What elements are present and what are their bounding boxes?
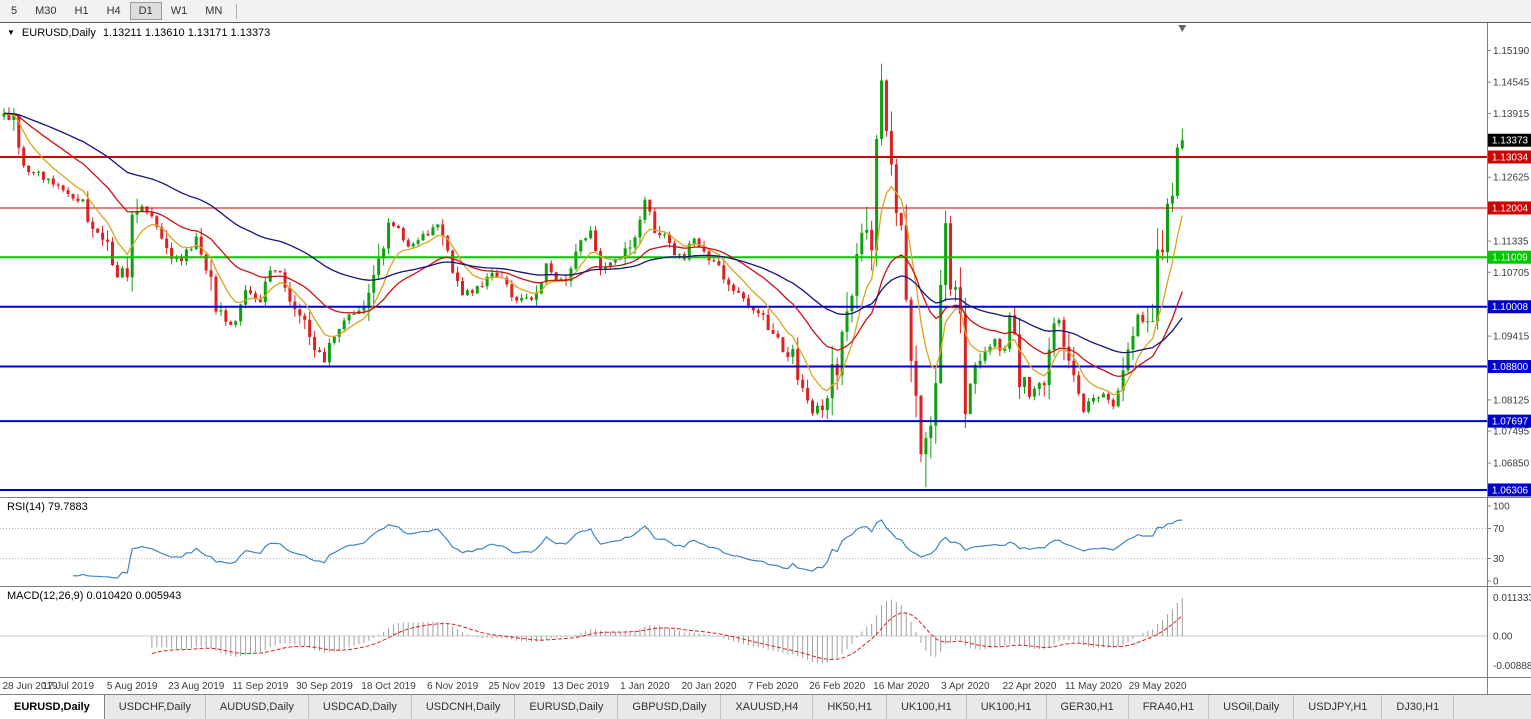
- x-axis-label: 11 Sep 2019: [232, 681, 288, 692]
- svg-text:1.06306: 1.06306: [1492, 485, 1529, 496]
- rsi-axis-tick: 0: [1493, 577, 1499, 588]
- macd-signal-line: [151, 612, 1183, 660]
- x-axis-label: 29 May 2020: [1129, 681, 1187, 692]
- price-axis-tick: 1.06850: [1493, 459, 1530, 470]
- x-axis-label: 3 Apr 2020: [941, 681, 990, 692]
- price-axis-tick: 1.13915: [1493, 109, 1530, 120]
- tab-usdcnh-daily[interactable]: USDCNH,Daily: [412, 695, 516, 719]
- tab-usdjpy-h1[interactable]: USDJPY,H1: [1294, 695, 1383, 719]
- price-axis-tick: 1.14545: [1493, 78, 1530, 89]
- price-badge-1.07697: 1.07697: [1488, 414, 1531, 428]
- price-badge-1.12004: 1.12004: [1488, 201, 1531, 215]
- x-axis-label: 16 Mar 2020: [873, 681, 930, 692]
- tab-eurusd-daily[interactable]: EURUSD,Daily: [515, 695, 619, 719]
- x-axis-label: 28 Jun 2019: [2, 681, 57, 692]
- chart-shift-marker-icon[interactable]: [1178, 25, 1187, 32]
- panel-frame: [0, 23, 1531, 694]
- tab-fra40-h1[interactable]: FRA40,H1: [1129, 695, 1210, 719]
- candles-layer: [2, 63, 1184, 488]
- rsi-axis-tick: 100: [1493, 502, 1510, 513]
- price-badge-1.13034: 1.13034: [1488, 150, 1531, 164]
- x-axis-label: 1 Jan 2020: [620, 681, 670, 692]
- price-axis-tick: 1.15190: [1493, 46, 1530, 57]
- tab-gbpusd-daily[interactable]: GBPUSD,Daily: [618, 695, 722, 719]
- macd-axis-tick: 0.0113337: [1493, 593, 1531, 604]
- x-axis-label: 22 Apr 2020: [1002, 681, 1056, 692]
- price-badge-1.08800: 1.08800: [1488, 360, 1531, 374]
- rsi-axis-tick: 70: [1493, 524, 1505, 535]
- x-axis-label: 18 Oct 2019: [361, 681, 416, 692]
- x-axis-label: 23 Aug 2019: [168, 681, 225, 692]
- toolbar-divider: [236, 3, 238, 19]
- x-axis-label: 30 Sep 2019: [296, 681, 353, 692]
- macd-axis-tick: 0.00: [1493, 632, 1513, 643]
- tab-audusd-daily[interactable]: AUDUSD,Daily: [206, 695, 309, 719]
- x-axis-label: 5 Aug 2019: [107, 681, 158, 692]
- x-axis-label: 26 Feb 2020: [809, 681, 866, 692]
- timeframe-button-d1[interactable]: D1: [129, 2, 162, 20]
- timeframe-button-mn[interactable]: MN: [205, 5, 223, 17]
- price-axis-tick: 1.12625: [1493, 173, 1530, 184]
- tab-hk50-h1[interactable]: HK50,H1: [813, 695, 887, 719]
- x-axis-label: 7 Feb 2020: [748, 681, 799, 692]
- rsi-line: [72, 519, 1183, 579]
- timeframe-toolbar-items: 5 M30 H1 H4 D1 W1 MN: [2, 2, 231, 20]
- x-axis-label: 13 Dec 2019: [552, 681, 609, 692]
- tab-dj30-h1[interactable]: DJ30,H1: [1382, 695, 1455, 719]
- price-badge-1.11009: 1.11009: [1488, 250, 1531, 264]
- price-chart-canvas[interactable]: 1.15190 1.14545 1.13915 1.12625 1.11335 1.107…: [0, 23, 1531, 694]
- rsi-panel: 100 70 30 0: [0, 502, 1510, 588]
- svg-text:1.13034: 1.13034: [1492, 152, 1529, 163]
- svg-text:1.12004: 1.12004: [1492, 203, 1529, 214]
- timeframe-button-h4[interactable]: H4: [106, 5, 121, 17]
- price-badge-1.13373: 1.13373: [1488, 133, 1531, 147]
- timeframe-button-m30[interactable]: M30: [35, 5, 57, 17]
- price-axis-tick: 1.10705: [1493, 268, 1530, 279]
- tab-uk100-h1[interactable]: UK100,H1: [887, 695, 967, 719]
- horizontal-lines-layer[interactable]: [0, 155, 1487, 491]
- timeframe-button-h1[interactable]: H1: [74, 5, 89, 17]
- x-axis-label: 11 May 2020: [1065, 681, 1123, 692]
- timeframe-button-w1[interactable]: W1: [170, 5, 188, 17]
- price-axis-tick: 1.07495: [1493, 427, 1530, 438]
- svg-text:1.08800: 1.08800: [1492, 362, 1529, 373]
- svg-text:1.13373: 1.13373: [1492, 136, 1529, 147]
- svg-text:1.10008: 1.10008: [1492, 302, 1529, 313]
- price-axis[interactable]: 1.15190 1.14545 1.13915 1.12625 1.11335 1.107…: [1487, 46, 1531, 497]
- x-axis-label: 20 Jan 2020: [681, 681, 736, 692]
- tab-usdcad-daily[interactable]: USDCAD,Daily: [309, 695, 412, 719]
- tab-xauusd-h4[interactable]: XAUUSD,H4: [721, 695, 814, 719]
- ma-medium-line: [3, 112, 1183, 378]
- price-badge-1.10008: 1.10008: [1488, 300, 1531, 314]
- tab-usoil-daily[interactable]: USOil,Daily: [1209, 695, 1295, 719]
- tab-ger30-h1[interactable]: GER30,H1: [1047, 695, 1129, 719]
- timeframe-button-5[interactable]: 5: [11, 5, 18, 17]
- price-axis-tick: 1.09415: [1493, 332, 1530, 343]
- x-axis-label: 6 Nov 2019: [427, 681, 479, 692]
- ma-fast-line: [3, 112, 1183, 396]
- x-axis-label: 25 Nov 2019: [488, 681, 545, 692]
- tab-usdchf-daily[interactable]: USDCHF,Daily: [105, 695, 206, 719]
- symbol-tab-bar: EURUSD,Daily USDCHF,Daily AUDUSD,Daily USDC…: [0, 694, 1531, 719]
- price-badge-1.06306: 1.06306: [1488, 483, 1531, 497]
- rsi-axis-tick: 30: [1493, 554, 1505, 565]
- price-axis-tick: 1.08125: [1493, 395, 1530, 406]
- svg-text:1.11009: 1.11009: [1492, 253, 1528, 264]
- price-axis-tick: 1.11335: [1493, 237, 1529, 248]
- macd-axis-tick: -0.0088848: [1493, 661, 1531, 672]
- tab-eurusd-daily[interactable]: EURUSD,Daily: [0, 695, 105, 719]
- svg-text:1.07697: 1.07697: [1492, 417, 1529, 428]
- tab-uk100-h1[interactable]: UK100,H1: [967, 695, 1047, 719]
- x-axis-label: 17 Jul 2019: [42, 681, 94, 692]
- timeframe-toolbar: 5 M30 H1 H4 D1 W1 MN: [0, 0, 1531, 23]
- ma-slow-line: [3, 112, 1183, 354]
- macd-panel: 0.0113337 0.00 -0.0088848: [0, 593, 1531, 672]
